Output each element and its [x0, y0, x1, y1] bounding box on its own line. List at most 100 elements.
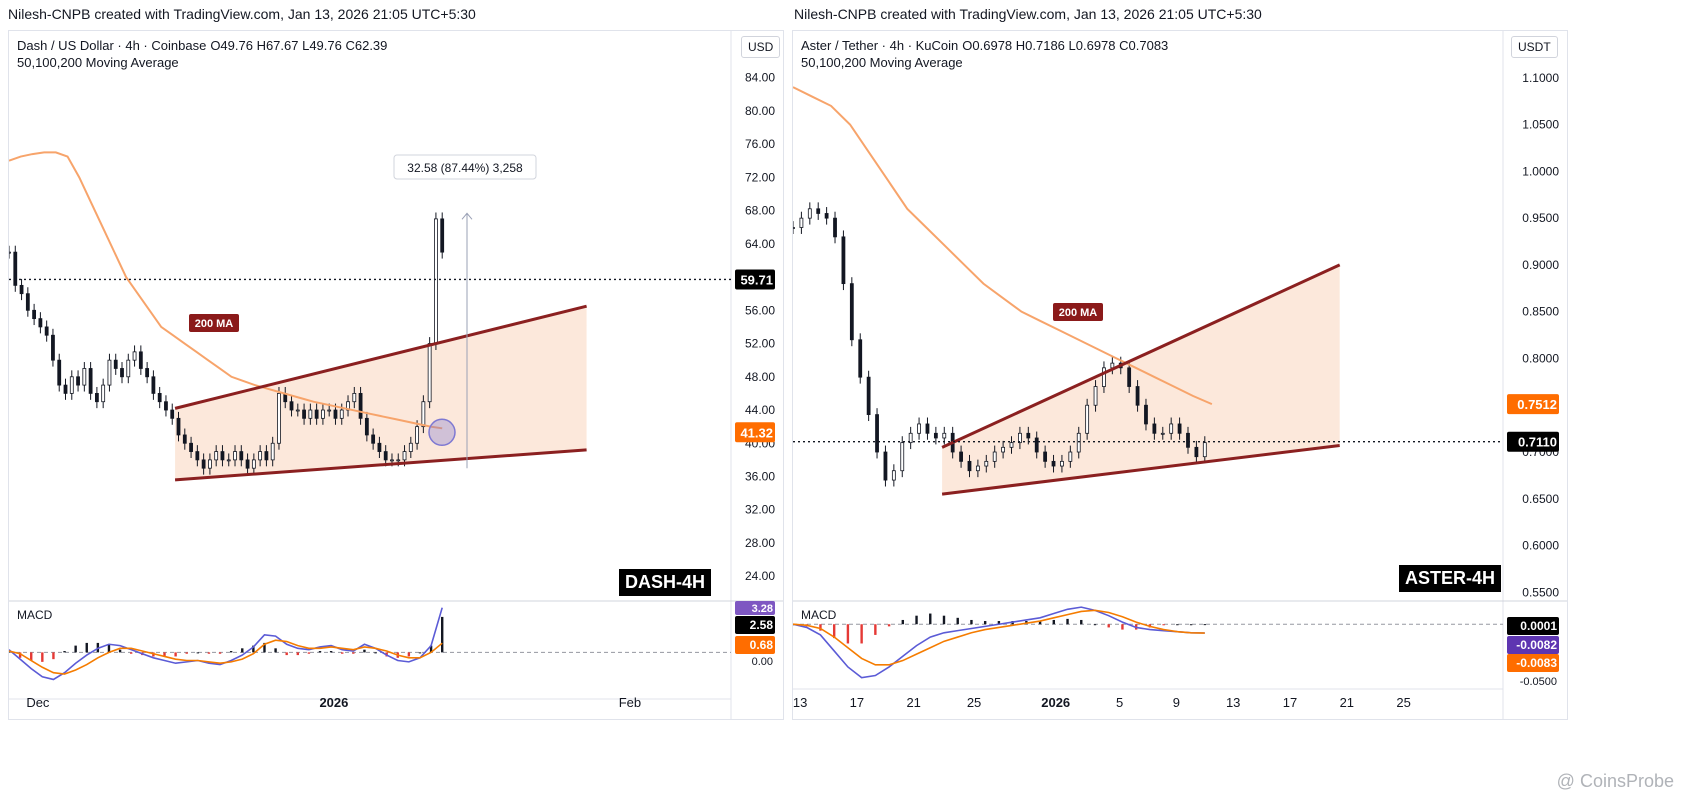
macd-top-box: [735, 601, 775, 615]
candle: [908, 432, 913, 444]
lower-trendline: [174, 448, 587, 482]
ma-price-label: 0.7512: [1517, 397, 1557, 412]
macd-histogram-bar: [41, 652, 44, 662]
macd-histogram-bar: [901, 619, 905, 625]
chart-canvas-dash[interactable]: 84.00 80.00 76.00 72.00 68.00 64.00 56.00 52.00…: [9, 31, 783, 719]
ma-label: 200 MA: [195, 318, 234, 330]
y-tick-label: 48.00: [745, 370, 775, 384]
candle: [371, 434, 376, 444]
candle: [94, 393, 99, 403]
indicator-label: 50,100,200 Moving Average: [17, 55, 179, 70]
macd-histogram-bar: [1121, 624, 1124, 630]
y-tick-label: 80.00: [745, 104, 775, 118]
candle: [891, 470, 896, 481]
currency-button[interactable]: USDT: [1511, 36, 1558, 58]
ohlc-values: O0.6978 H0.7186 L0.6978 C0.7083: [962, 38, 1169, 53]
candle: [214, 451, 219, 461]
candle: [1144, 404, 1148, 425]
x-tick-label: 2026: [1041, 695, 1070, 710]
macd-label: MACD: [801, 608, 837, 622]
x-tick-label: 21: [1340, 695, 1354, 710]
candle: [321, 409, 325, 419]
candle: [76, 376, 80, 386]
wedge-fill: [942, 264, 1340, 495]
candle: [145, 368, 150, 378]
macd-label: MACD: [17, 608, 53, 622]
candle: [440, 218, 445, 253]
y-tick-label: 56.00: [745, 303, 775, 317]
ma-label-box: [189, 314, 239, 332]
candle: [917, 423, 921, 434]
candle: [51, 334, 55, 361]
last-price-label: 59.71: [740, 272, 773, 287]
macd-line: [9, 607, 443, 681]
candle: [1202, 442, 1207, 458]
candle: [63, 384, 68, 394]
x-tick-label: 21: [906, 695, 920, 710]
macd-histogram-bar: [407, 652, 411, 657]
candle: [189, 442, 193, 452]
candle: [38, 318, 43, 328]
macd-histogram-bar: [63, 651, 66, 653]
chart-panel-aster[interactable]: 1.1000 1.0500 1.0000 0.9500 0.9000 0.8500 0.80…: [792, 30, 1568, 720]
candle: [245, 459, 250, 469]
candle: [1160, 432, 1165, 435]
candle: [933, 432, 938, 439]
candle: [82, 368, 87, 386]
macd-histogram-bar: [352, 652, 355, 654]
candle: [816, 208, 821, 214]
candle: [352, 393, 357, 403]
candle: [239, 451, 244, 461]
candle: [1093, 386, 1098, 406]
candle: [295, 409, 300, 412]
y-tick-label: 0.8500: [1522, 305, 1559, 319]
chart-header-aster: Aster / Tether · 4h · KuCoin O0.6978 H0.7…: [801, 37, 1168, 71]
candle: [427, 343, 432, 403]
macd-histogram-bar: [1052, 619, 1056, 625]
candle: [1194, 446, 1199, 458]
candle: [113, 359, 118, 369]
candle: [258, 451, 263, 461]
ma200-line: [793, 86, 1213, 406]
y-tick-label: 64.00: [745, 237, 775, 251]
candle: [984, 460, 989, 467]
candle: [195, 451, 200, 461]
candle: [138, 351, 143, 369]
highlight-circle: [428, 418, 456, 447]
macd-histogram-bar: [819, 624, 822, 631]
y-tick-label: 1.1000: [1522, 71, 1559, 85]
macd-histogram-bar: [174, 652, 177, 657]
macd-histogram-bar: [207, 652, 211, 654]
candle: [1009, 442, 1014, 448]
chart-panel-dash[interactable]: 84.00 80.00 76.00 72.00 68.00 64.00 56.00 52.00…: [8, 30, 784, 720]
chart-tag-aster: ASTER-4H: [1399, 565, 1502, 592]
macd-histogram-bar: [318, 651, 322, 653]
macd-histogram-bar: [1203, 624, 1206, 626]
measure-arrow: [461, 212, 473, 220]
creator-right: Nilesh-CNPB created with TradingView.com…: [794, 6, 1262, 22]
currency-button[interactable]: USD: [741, 36, 781, 58]
macd-histogram-bar: [329, 651, 333, 653]
candle: [883, 451, 888, 481]
chart-header-dash: Dash / US Dollar · 4h · Coinbase O49.76 H…: [17, 37, 387, 71]
macd-histogram-bar: [1189, 624, 1193, 626]
ma-label-box: [1053, 303, 1103, 321]
candle: [327, 409, 332, 412]
x-tick-label: 17: [1283, 695, 1297, 710]
measure-box: [393, 154, 537, 180]
candle: [866, 376, 871, 415]
candle: [201, 459, 206, 469]
candle: [120, 368, 124, 378]
candle: [170, 409, 175, 419]
chart-canvas-aster[interactable]: 1.1000 1.0500 1.0000 0.9500 0.9000 0.8500 0.80…: [793, 31, 1567, 719]
macd-histogram-bar: [874, 624, 877, 635]
candle: [182, 434, 187, 444]
macd-histogram-bar: [185, 652, 188, 654]
x-tick-label: 25: [967, 695, 981, 710]
macd-b-label: -0.0082: [1516, 638, 1557, 652]
y-tick-label: 44.00: [745, 403, 775, 417]
macd-histogram-bar: [374, 652, 377, 654]
ma-price-box: [1507, 394, 1559, 415]
macd-histogram-bar: [363, 649, 366, 653]
macd-histogram-bar: [341, 652, 344, 654]
